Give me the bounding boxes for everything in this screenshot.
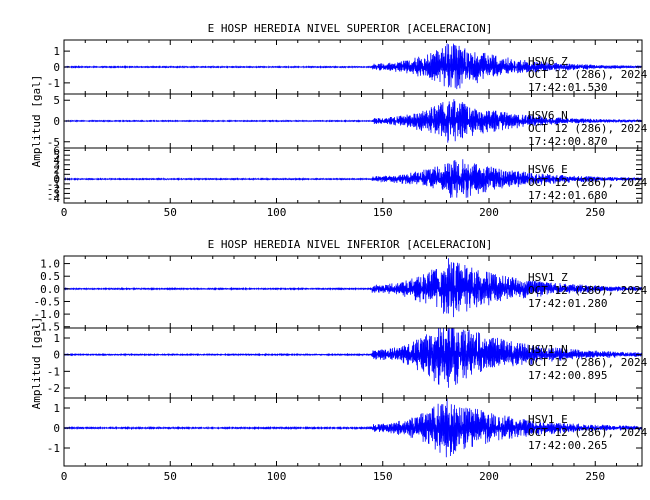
channel-start-time: 17:42:00.895 <box>528 369 607 382</box>
channel-date: OCT 12 (286), 2024 <box>528 356 648 369</box>
waveform-hsv6-z <box>63 43 643 90</box>
y-tick-label: 0.0 <box>40 283 60 296</box>
waveform-hsv6-n <box>63 99 643 143</box>
channel-label: HSV1 Z <box>528 271 568 284</box>
channel-date: OCT 12 (286), 2024 <box>528 176 648 189</box>
channel-start-time: 17:42:00.870 <box>528 135 607 148</box>
channel-date: OCT 12 (286), 2024 <box>528 122 648 135</box>
channel-label: HSV6 Z <box>528 55 568 68</box>
y-tick-label: 5 <box>53 149 60 162</box>
x-tick-label: 0 <box>61 470 68 483</box>
y-tick-label: -2 <box>47 382 60 395</box>
y-tick-label: 5 <box>53 94 60 107</box>
channel-label: HSV6 N <box>528 109 568 122</box>
x-tick-label: 150 <box>373 206 393 219</box>
y-tick-label: 0 <box>53 61 60 74</box>
channel-start-time: 17:42:00.265 <box>528 439 607 452</box>
waveform-hsv6-e <box>63 159 643 198</box>
y-tick-label: -1 <box>47 365 60 378</box>
y-tick-label: -4 <box>47 192 61 205</box>
x-tick-label: 50 <box>164 206 177 219</box>
y-axis-label: Amplitud [gal] <box>30 75 43 168</box>
y-tick-label: -5 <box>47 136 60 149</box>
y-tick-label: -1 <box>47 178 60 191</box>
channel-date: OCT 12 (286), 2024 <box>528 284 648 297</box>
y-tick-label: 1 <box>53 45 60 58</box>
x-tick-label: 50 <box>164 470 177 483</box>
x-tick-label: 150 <box>373 470 393 483</box>
channel-start-time: 17:42:01.680 <box>528 189 607 202</box>
y-tick-label: -0.5 <box>34 295 61 308</box>
y-tick-label: 0 <box>53 115 60 128</box>
x-tick-label: 200 <box>479 206 499 219</box>
y-tick-label: 0 <box>53 422 60 435</box>
waveform-hsv1-z <box>63 258 643 318</box>
channel-label: HSV1 N <box>528 343 568 356</box>
x-tick-label: 100 <box>267 470 287 483</box>
y-tick-label: -1 <box>47 442 60 455</box>
channel-date: OCT 12 (286), 2024 <box>528 68 648 81</box>
y-axis-label: Amplitud [gal] <box>30 317 43 410</box>
x-tick-label: 0 <box>61 206 68 219</box>
x-tick-label: 250 <box>585 470 605 483</box>
x-tick-label: 200 <box>479 470 499 483</box>
y-tick-label: 4 <box>53 154 60 167</box>
x-tick-label: 100 <box>267 206 287 219</box>
y-tick-label: 2 <box>53 164 60 177</box>
top-chart-title: E HOSP HEREDIA NIVEL SUPERIOR [ACELERACI… <box>208 22 493 35</box>
y-tick-label: -1.0 <box>34 308 61 321</box>
y-tick-label: 0 <box>53 349 60 362</box>
y-tick-label: -2 <box>47 183 60 196</box>
y-tick-label: 3 <box>53 159 60 172</box>
channel-date: OCT 12 (286), 2024 <box>528 426 648 439</box>
channel-start-time: 17:42:01.280 <box>528 297 607 310</box>
y-tick-label: -3 <box>47 187 60 200</box>
panel-frame <box>63 147 643 204</box>
channel-start-time: 17:42:01.530 <box>528 81 607 94</box>
y-tick-label: -1.5 <box>34 321 61 334</box>
y-tick-label: -1 <box>47 77 60 90</box>
y-tick-label: 0.5 <box>40 270 60 283</box>
x-tick-label: 250 <box>585 206 605 219</box>
y-tick-label: 1 <box>53 168 60 181</box>
y-tick-label: 1 <box>53 402 60 415</box>
channel-label: HSV6 E <box>528 163 568 176</box>
y-tick-label: 0 <box>53 173 60 186</box>
waveform-hsv1-e <box>63 398 643 458</box>
panel-frame <box>63 397 643 467</box>
y-tick-label: 1 <box>53 332 60 345</box>
waveform-hsv1-n <box>63 327 643 388</box>
channel-label: HSV1 E <box>528 413 568 426</box>
bottom-chart-title: E HOSP HEREDIA NIVEL INFERIOR [ACELERACI… <box>208 238 493 251</box>
y-tick-label: 6 <box>53 144 60 157</box>
y-tick-label: 1.0 <box>40 258 60 271</box>
